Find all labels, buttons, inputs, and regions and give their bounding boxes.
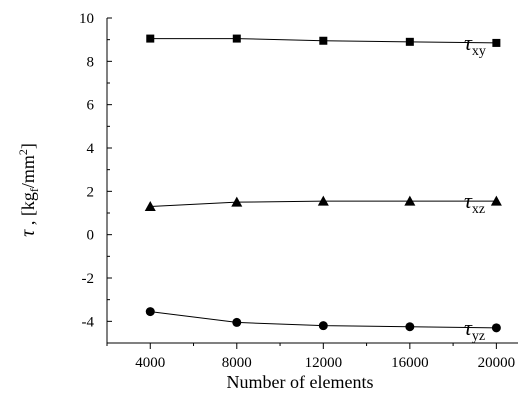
y-tick-label: 10 [79,11,94,27]
y-tick-label: 0 [87,228,95,244]
data-point-xy [319,36,328,45]
data-point-xz [231,196,243,207]
data-point-xz [317,195,329,206]
data-point-xz [144,201,156,211]
series-label-yz: τyz [464,315,485,344]
x-tick-label: 4000 [135,355,165,371]
series-label-symbol: τ [464,188,473,213]
ticks: -4 -2 0 2 4 6 8 10 4000 8000 12000 16000 20000 [79,11,515,371]
data-point-yz [318,321,328,331]
data-point-xy [232,34,241,43]
y-axis-symbol: τ [17,229,39,237]
x-tick-label: 16000 [391,355,429,371]
series-label-subscript: xz [472,202,485,217]
series-label-xz: τxz [464,188,485,217]
data-point-xy [146,34,155,43]
y-tick-label: 8 [87,54,95,70]
series-label-symbol: τ [464,30,473,55]
series-label-subscript: yz [472,329,485,344]
y-axis-end: ] [18,143,38,149]
y-tick-label: 6 [87,98,95,114]
series-label-subscript: xy [472,44,486,59]
series-label-xy: τxy [464,30,486,59]
y-axis-middle: /mm [18,155,38,188]
data-point-yz [232,317,242,327]
x-axis-title: Number of elements [227,372,374,392]
y-tick-label: 2 [87,184,95,200]
data-point-yz [405,322,415,332]
data-point-yz [145,307,155,317]
data-point-xz [404,195,416,206]
y-axis-subscript: f [27,188,41,192]
y-axis-title: τ , [kgf/mm2] [16,143,41,237]
data-point-yz [491,323,501,333]
x-tick-label: 12000 [305,355,343,371]
y-axis-separator: , [kg [18,192,38,230]
x-tick-label: 20000 [478,355,516,371]
y-tick-label: -4 [82,314,95,330]
series-label-symbol: τ [464,315,473,340]
data-point-xz [490,195,502,206]
y-tick-label: 4 [87,141,95,157]
axes [106,18,518,344]
series [144,34,502,333]
x-tick-label: 8000 [222,355,252,371]
data-point-xy [405,37,414,46]
data-point-xy [492,38,501,47]
y-axis-superscript: 2 [16,149,30,155]
y-tick-label: -2 [82,271,95,287]
